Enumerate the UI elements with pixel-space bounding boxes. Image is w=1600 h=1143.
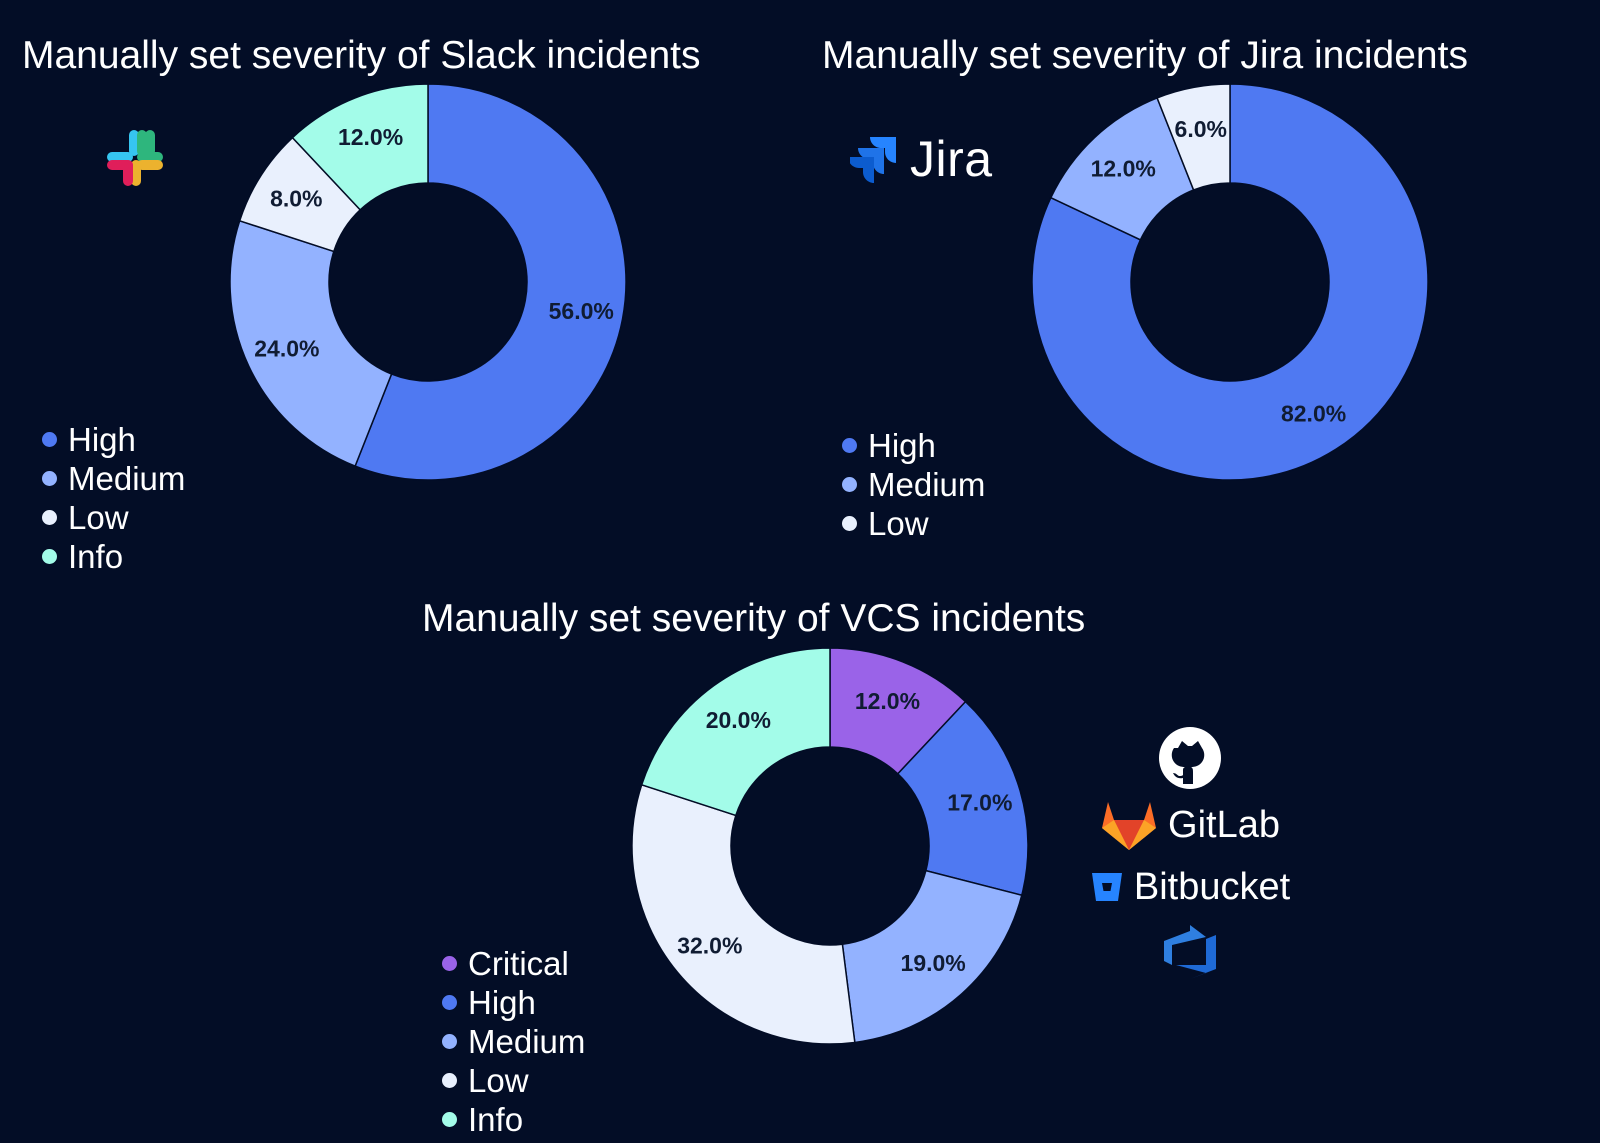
- gitlab-icon: [1102, 802, 1157, 850]
- gitlab-logo: GitLab: [1060, 795, 1320, 855]
- jira-chart-title: Manually set severity of Jira incidents: [822, 34, 1468, 77]
- slice-label-info: 12.0%: [338, 124, 403, 150]
- jira-wordmark: Jira: [910, 131, 993, 187]
- slack-legend: High Medium Low Info: [42, 420, 185, 576]
- legend-item-low: Low: [42, 498, 185, 537]
- legend-item-medium: Medium: [42, 459, 185, 498]
- legend-item-high: High: [442, 983, 585, 1022]
- github-logo: [1060, 725, 1320, 791]
- slice-medium: [841, 869, 1023, 1044]
- vcs-severity-donut: 12.0% 17.0% 19.0% 32.0% 20.0%: [631, 647, 1029, 1045]
- slice-label-medium: 19.0%: [901, 950, 966, 976]
- legend-label-info: Info: [68, 537, 124, 575]
- jira-severity-donut: 82.0% 12.0% 6.0%: [1031, 83, 1429, 481]
- slice-high: [354, 83, 627, 481]
- legend-swatch-low: [842, 516, 857, 531]
- slice-label-high: 82.0%: [1281, 401, 1346, 427]
- jira-logo-icon: [850, 137, 896, 183]
- slice-medium: [229, 219, 393, 468]
- slice-label-info: 20.0%: [706, 707, 771, 733]
- slice-label-low: 8.0%: [270, 185, 322, 211]
- slice-info: [640, 647, 831, 817]
- legend-swatch-medium: [442, 1034, 457, 1049]
- legend-swatch-info: [442, 1112, 457, 1127]
- bitbucket-wordmark: Bitbucket: [1133, 865, 1291, 908]
- slack-chart-title: Manually set severity of Slack incidents: [22, 34, 701, 77]
- vcs-chart-title: Manually set severity of VCS incidents: [422, 597, 1086, 640]
- legend-item-high: High: [842, 426, 985, 465]
- legend-swatch-medium: [842, 477, 857, 492]
- legend-label-medium: Medium: [68, 459, 186, 497]
- slice-high: [896, 700, 1029, 897]
- slice-label-critical: 12.0%: [855, 688, 920, 714]
- legend-swatch-low: [42, 510, 57, 525]
- slice-label-high: 17.0%: [947, 789, 1012, 815]
- azure-devops-logo: [1060, 923, 1320, 983]
- legend-swatch-high: [442, 995, 457, 1010]
- bitbucket-logo: Bitbucket: [1060, 859, 1320, 915]
- jira-legend: High Medium Low: [842, 426, 985, 543]
- legend-label-low: Low: [468, 1061, 529, 1099]
- legend-label-critical: Critical: [468, 944, 569, 982]
- legend-swatch-critical: [442, 956, 457, 971]
- slice-label-medium: 24.0%: [254, 335, 319, 361]
- slice-info: [291, 83, 429, 211]
- legend-label-high: High: [468, 983, 536, 1021]
- legend-item-medium: Medium: [842, 465, 985, 504]
- vcs-logos: GitLab Bitbucket: [1060, 725, 1320, 983]
- legend-swatch-medium: [42, 471, 57, 486]
- legend-label-medium: Medium: [468, 1022, 586, 1060]
- legend-swatch-low: [442, 1073, 457, 1088]
- azure-devops-icon: [1164, 925, 1216, 979]
- legend-label-info: Info: [468, 1100, 524, 1138]
- legend-item-high: High: [42, 420, 185, 459]
- slice-low: [1156, 83, 1231, 191]
- legend-label-low: Low: [868, 504, 929, 542]
- legend-label-high: High: [868, 426, 936, 464]
- bitbucket-icon: [1091, 873, 1122, 901]
- slice-label-high: 56.0%: [549, 298, 614, 324]
- legend-item-medium: Medium: [442, 1022, 585, 1061]
- gitlab-wordmark: GitLab: [1168, 803, 1280, 846]
- legend-item-info: Info: [42, 537, 185, 576]
- legend-swatch-high: [842, 438, 857, 453]
- slack-severity-donut: 56.0% 24.0% 8.0% 12.0%: [229, 83, 627, 481]
- legend-label-low: Low: [68, 498, 129, 536]
- slice-label-low: 32.0%: [677, 932, 742, 958]
- legend-item-low: Low: [842, 504, 985, 543]
- legend-swatch-high: [42, 432, 57, 447]
- jira-logo: Jira: [850, 130, 993, 188]
- legend-label-medium: Medium: [868, 465, 986, 503]
- slice-label-medium: 12.0%: [1091, 155, 1156, 181]
- legend-swatch-info: [42, 549, 57, 564]
- slice-label-low: 6.0%: [1175, 116, 1227, 142]
- vcs-legend: Critical High Medium Low Info: [442, 944, 585, 1139]
- legend-item-info: Info: [442, 1100, 585, 1139]
- legend-item-critical: Critical: [442, 944, 585, 983]
- legend-label-high: High: [68, 420, 136, 458]
- github-icon: [1159, 727, 1221, 789]
- legend-item-low: Low: [442, 1061, 585, 1100]
- slice-low: [631, 783, 856, 1045]
- slice-high: [1031, 83, 1429, 481]
- slack-logo-icon: [107, 130, 163, 186]
